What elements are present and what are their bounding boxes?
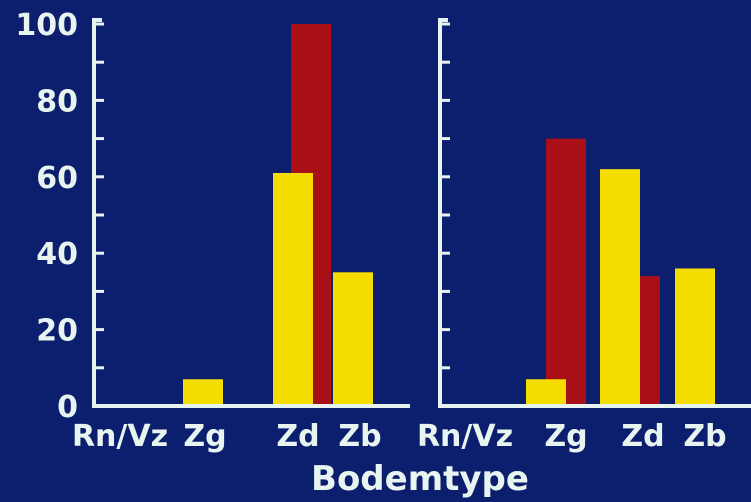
x-axis-label: Bodemtype bbox=[311, 459, 529, 498]
y-tick-label: 20 bbox=[36, 314, 78, 349]
bar-yellow-zg bbox=[183, 379, 223, 406]
bar-yellow-zg bbox=[526, 379, 566, 406]
y-tick-label: 100 bbox=[15, 8, 78, 43]
x-tick-label: Zg bbox=[183, 419, 226, 454]
y-tick-label: 80 bbox=[36, 84, 78, 119]
bar-red-zg bbox=[546, 138, 586, 406]
x-tick-label: Zb bbox=[338, 419, 381, 454]
y-tick-label: 60 bbox=[36, 161, 78, 196]
x-tick-label: Zg bbox=[544, 419, 587, 454]
x-tick-label: Rn/Vz bbox=[72, 419, 168, 454]
y-tick-label: 40 bbox=[36, 237, 78, 272]
bar-yellow-zb bbox=[333, 272, 373, 406]
right-panel: Rn/Vz Zg Zd Zb bbox=[417, 18, 751, 454]
x-tick-label: Zd bbox=[276, 419, 319, 454]
x-tick-label: Zd bbox=[621, 419, 664, 454]
bar-yellow-zd bbox=[600, 169, 640, 406]
x-tick-label: Zb bbox=[683, 419, 726, 454]
left-panel: 0 20 40 60 80 100 Rn/Vz Zg Zd Zb bbox=[15, 8, 410, 454]
y-tick-label: 0 bbox=[57, 390, 78, 425]
x-tick-label: Rn/Vz bbox=[417, 419, 513, 454]
bar-yellow-zd bbox=[273, 172, 313, 406]
bar-yellow-zb bbox=[675, 268, 715, 406]
